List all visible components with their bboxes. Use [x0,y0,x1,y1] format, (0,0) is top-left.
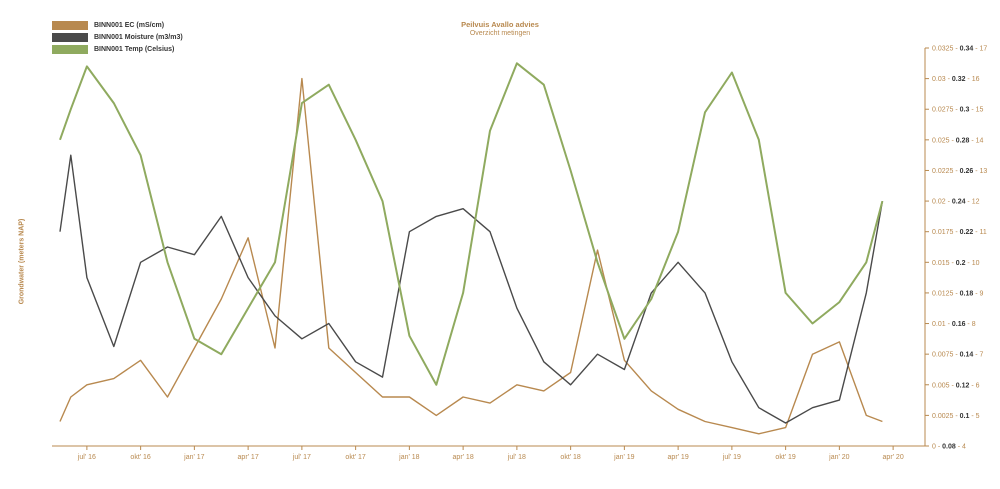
right-tick-label: 0.0225 - 0.26 - 13 [932,168,987,175]
right-tick-label: 0.025 - 0.28 - 14 [932,137,983,144]
x-tick-label: jan' 17 [183,454,205,461]
legend-swatch-temp [52,44,88,54]
right-tick-label: 0.0025 - 0.1 - 5 [932,413,980,420]
plot-lines [59,62,884,435]
right-tick-label: 0.0325 - 0.34 - 17 [932,46,987,53]
x-tick-label: apr' 18 [453,454,474,461]
x-tick-label: jul' 17 [292,454,311,461]
x-tick-label: jan' 20 [828,454,850,461]
x-tick-label: apr' 17 [238,454,259,461]
x-tick-label: apr' 20 [883,454,904,461]
right-tick-label: 0.0275 - 0.3 - 15 [932,107,983,114]
x-ticks: jul' 16 okt' 16 jan' 17 apr' 17 jul' 17 okt' … [77,446,904,461]
right-tick-label: 0.0075 - 0.14 - 7 [932,352,983,359]
x-tick-label: jan' 18 [398,454,420,461]
right-tick-label: 0 - 0.08 - 4 [932,444,966,451]
series-line [59,77,883,435]
legend-swatch-moisture [52,32,88,42]
right-tick-label: 0.01 - 0.16 - 8 [932,321,976,328]
legend-swatch-ec [52,20,88,30]
right-tick-label: 0.03 - 0.32 - 16 [932,76,980,83]
right-tick-label: 0.02 - 0.24 - 12 [932,199,980,206]
right-tick-label: 0.0175 - 0.22 - 11 [932,229,987,236]
right-tick-label: 0.015 - 0.2 - 10 [932,260,980,267]
legend-label-ec: BINN001 EC (mS/cm) [94,21,165,29]
chart-title: Peilvuis Avallo advies [461,20,539,29]
series-line [59,62,884,386]
x-tick-label: jul' 18 [507,454,526,461]
legend-label-moisture: BINN001 Moisture (m3/m3) [94,33,183,41]
y-axis-label: Grondwater (meters NAP) [18,218,26,305]
x-tick-label: okt' 19 [775,454,796,461]
x-tick-label: jan' 19 [613,454,635,461]
legend-item: BINN001 Moisture (m3/m3) [52,31,183,43]
right-tick-label: 0.0125 - 0.18 - 9 [932,290,983,297]
right-ticks: 0 - 0.08 - 4 0.0025 - 0.1 - 5 0.005 - 0.12… [925,46,987,451]
x-tick-label: jul' 19 [722,454,741,461]
x-tick-label: okt' 16 [130,454,151,461]
chart-subtitle: Overzicht metingen [469,30,531,37]
legend: BINN001 EC (mS/cm) BINN001 Moisture (m3/… [52,19,183,55]
legend-item: BINN001 EC (mS/cm) [52,19,183,31]
x-tick-label: okt' 17 [345,454,366,461]
x-tick-label: okt' 18 [560,454,581,461]
legend-label-temp: BINN001 Temp (Celsius) [94,45,175,53]
right-tick-label: 0.005 - 0.12 - 6 [932,382,980,389]
series-line [59,154,884,424]
legend-item: BINN001 Temp (Celsius) [52,43,183,55]
x-tick-label: apr' 19 [668,454,689,461]
x-tick-label: jul' 16 [77,454,96,461]
